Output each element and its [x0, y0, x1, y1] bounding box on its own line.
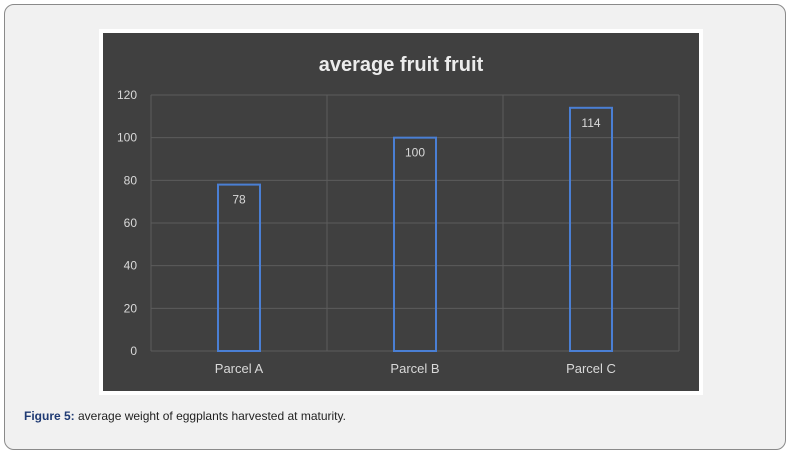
bar	[569, 106, 613, 352]
figure-caption: Figure 5: average weight of eggplants ha…	[24, 409, 346, 423]
y-tick-label: 40	[124, 259, 138, 273]
y-tick-label: 80	[124, 173, 138, 187]
figure-caption-text: average weight of eggplants harvested at…	[74, 409, 346, 423]
data-label: 100	[405, 146, 425, 160]
x-tick-label: Parcel A	[215, 361, 264, 376]
x-tick-label: Parcel B	[390, 361, 439, 376]
data-label: 78	[232, 193, 246, 207]
x-tick-label: Parcel C	[566, 361, 616, 376]
data-label: 114	[581, 116, 600, 130]
chart-container: average fruit fruit 0 20 40 60 80 100 120 78 Parc…	[99, 29, 703, 395]
y-tick-label: 60	[124, 216, 138, 230]
figure-frame: average fruit fruit 0 20 40 60 80 100 120 78 Parc…	[4, 4, 786, 450]
chart-title: average fruit fruit	[319, 54, 484, 76]
chart-panel: average fruit fruit 0 20 40 60 80 100 120 78 Parc…	[103, 33, 699, 391]
bar	[217, 183, 261, 352]
bar-chart: average fruit fruit 0 20 40 60 80 100 120 78 Parc…	[117, 54, 680, 376]
y-tick-label: 20	[124, 301, 138, 315]
figure-caption-label: Figure 5:	[24, 409, 75, 423]
y-tick-label: 120	[117, 88, 137, 102]
y-tick-label: 100	[117, 131, 137, 145]
y-tick-label: 0	[130, 344, 137, 358]
bar	[393, 136, 437, 352]
